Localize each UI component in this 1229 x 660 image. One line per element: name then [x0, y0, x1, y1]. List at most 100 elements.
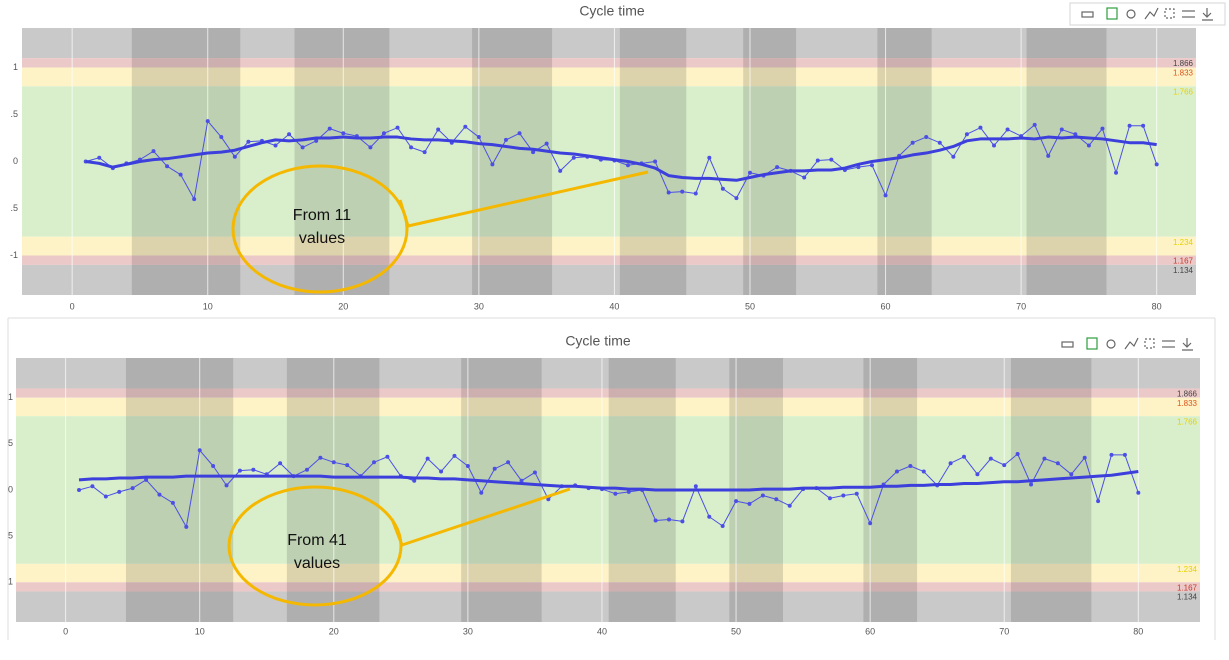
x-tick-label: 30 — [463, 626, 473, 636]
callout-ellipse — [231, 164, 409, 294]
tool-icon[interactable] — [1182, 338, 1193, 351]
data-point — [97, 155, 102, 160]
limit-label: 1.766 — [1173, 87, 1194, 96]
data-point — [908, 464, 913, 468]
data-point — [921, 469, 926, 474]
data-point — [667, 517, 672, 522]
data-point — [331, 460, 336, 465]
data-point — [1082, 455, 1087, 460]
data-point — [827, 496, 832, 501]
shaded-range — [1026, 28, 1107, 295]
data-point — [192, 197, 197, 202]
control-zone — [22, 264, 1196, 295]
data-point — [988, 456, 993, 461]
data-point — [1005, 127, 1010, 132]
y-tick-label: -1 — [10, 250, 18, 260]
data-point — [894, 469, 899, 474]
shaded-range — [125, 358, 234, 622]
x-tick-label: 60 — [865, 626, 875, 636]
tool-icon[interactable] — [1164, 8, 1175, 19]
tool-icon[interactable] — [1202, 8, 1213, 21]
tool-icon[interactable] — [1144, 338, 1155, 349]
data-point — [273, 143, 278, 148]
data-point — [883, 193, 888, 198]
data-point — [385, 454, 390, 459]
data-point — [854, 491, 859, 496]
data-point — [1055, 461, 1060, 466]
tool-icon[interactable] — [1081, 11, 1094, 18]
data-point — [910, 140, 915, 145]
data-point — [734, 196, 739, 201]
tool-icon[interactable] — [1106, 7, 1118, 20]
data-point — [924, 135, 929, 140]
limit-label: 1.833 — [1177, 399, 1198, 408]
tool-icon[interactable] — [1144, 7, 1159, 20]
data-point — [368, 145, 373, 150]
tool-icon[interactable] — [1124, 337, 1139, 350]
x-tick-label: 70 — [1016, 301, 1026, 311]
shaded-range — [294, 28, 390, 295]
data-point — [1154, 162, 1159, 167]
data-point — [1100, 126, 1105, 131]
data-point — [787, 503, 792, 508]
data-point — [775, 165, 780, 170]
limit-label: 1.134 — [1177, 593, 1198, 602]
data-point — [653, 518, 658, 523]
data-point — [1032, 122, 1037, 127]
data-point — [1069, 472, 1074, 477]
shaded-range — [286, 358, 380, 622]
data-point — [1141, 123, 1146, 128]
data-point — [197, 448, 202, 453]
x-tick-label: 20 — [329, 626, 339, 636]
data-point — [117, 489, 122, 494]
data-point — [287, 132, 292, 137]
data-point — [211, 464, 216, 468]
tool-icon[interactable] — [1106, 339, 1116, 349]
data-point — [439, 469, 444, 474]
toolbar — [1061, 337, 1193, 351]
callout-text: From 41 — [287, 532, 347, 549]
tool-icon[interactable] — [1086, 337, 1098, 350]
data-point — [546, 497, 551, 502]
callout-text: values — [294, 555, 340, 572]
data-point — [157, 492, 162, 497]
data-point — [345, 463, 350, 468]
data-point — [251, 467, 256, 472]
data-point — [626, 489, 631, 494]
y-tick-label: 5 — [8, 531, 13, 541]
data-point — [1086, 143, 1091, 148]
y-tick-label: 1 — [8, 392, 13, 402]
data-point — [178, 172, 183, 177]
data-point — [680, 519, 685, 524]
toolbar-frame — [1069, 2, 1226, 26]
x-tick-label: 70 — [999, 626, 1009, 636]
data-point — [774, 497, 779, 502]
data-point — [517, 131, 522, 136]
limit-label: 1.134 — [1173, 266, 1194, 275]
data-point — [734, 499, 739, 504]
data-point — [395, 125, 400, 130]
x-tick-label: 30 — [474, 301, 484, 311]
data-point — [869, 163, 874, 168]
y-tick-label: 0 — [13, 156, 18, 166]
data-point — [506, 460, 511, 465]
control-zone — [22, 236, 1196, 256]
data-point — [1042, 456, 1047, 461]
data-point — [1046, 153, 1051, 158]
data-point — [1029, 482, 1034, 487]
x-tick-label: 20 — [338, 301, 348, 311]
data-point — [625, 163, 630, 168]
limit-label: 1.234 — [1177, 565, 1198, 574]
data-point — [144, 477, 149, 482]
x-tick-label: 60 — [881, 301, 891, 311]
data-point — [381, 131, 386, 136]
tool-icon[interactable] — [1126, 9, 1136, 19]
series-line — [78, 470, 1139, 492]
data-point — [476, 135, 481, 140]
x-tick-label: 10 — [203, 301, 213, 311]
y-tick-label: 1 — [13, 62, 18, 72]
data-point — [558, 168, 563, 173]
tool-icon[interactable] — [1061, 341, 1074, 348]
control-zone — [16, 563, 1200, 583]
data-point — [613, 491, 618, 496]
